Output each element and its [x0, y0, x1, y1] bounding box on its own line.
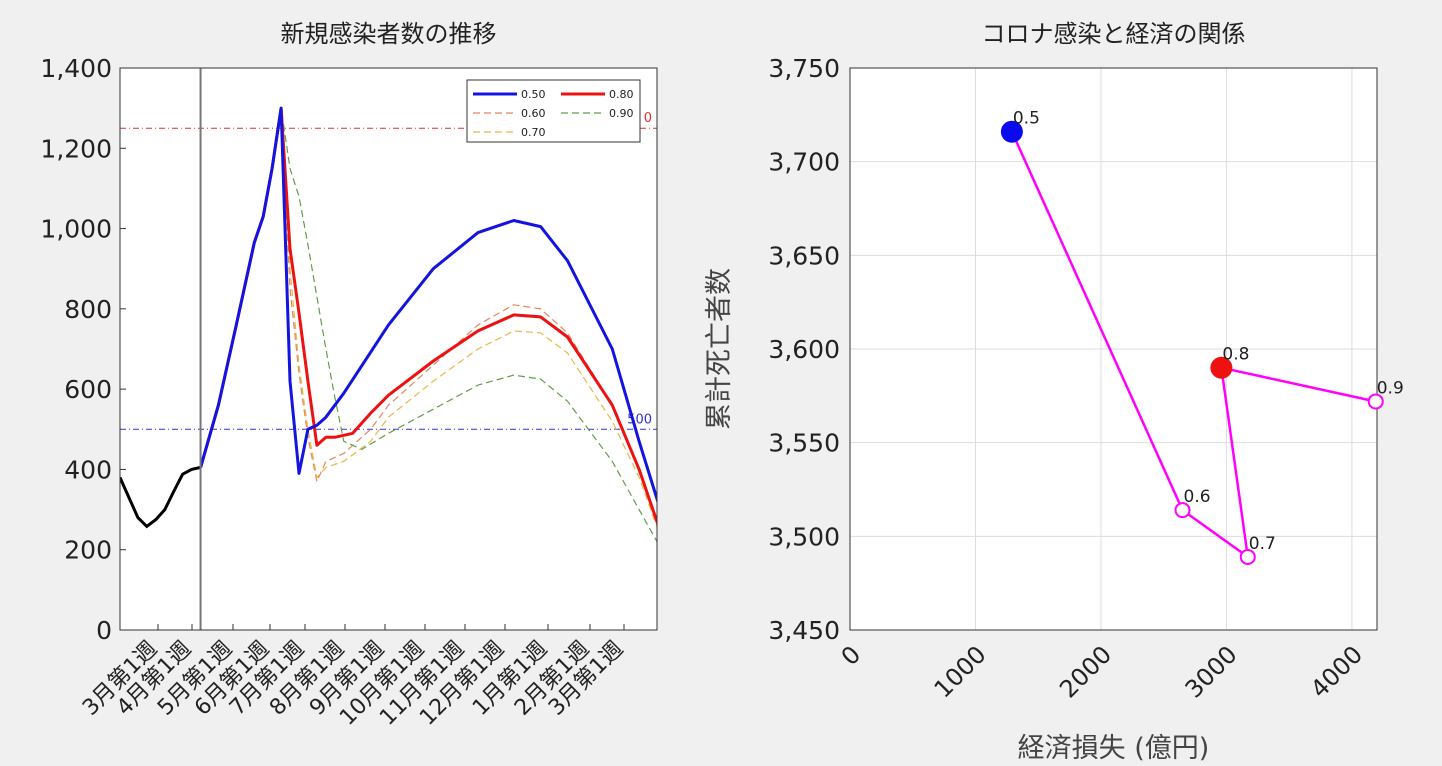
y-tick-label: 3,650: [768, 241, 840, 270]
y-tick-label: 400: [64, 455, 112, 484]
y-tick-label: 3,500: [768, 522, 840, 551]
point-marker-0.9: [1367, 393, 1384, 410]
plot-area: [120, 68, 657, 630]
x-tick-label: 3000: [1180, 640, 1243, 703]
x-axis-label: 経済損失 (億円): [1018, 733, 1210, 764]
point-label: 0.9: [1377, 378, 1404, 398]
point-label: 0.8: [1222, 345, 1249, 365]
x-tick-label: 0: [836, 640, 867, 671]
point-label: 0.5: [1013, 109, 1040, 129]
y-tick-label: 1,000: [40, 215, 112, 244]
y-tick-label: 3,450: [768, 616, 840, 645]
y-tick-label: 3,550: [768, 429, 840, 458]
x-tick-label: 2000: [1054, 640, 1117, 703]
point-marker-0.8: [1210, 356, 1233, 379]
chart-title: 新規感染者数の推移: [281, 20, 497, 48]
legend-label: 0.70: [521, 126, 546, 139]
y-tick-label: 1,200: [40, 134, 112, 163]
point-label: 0.6: [1184, 487, 1211, 507]
y-tick-label: 3,700: [768, 148, 840, 177]
y-tick-label: 200: [64, 536, 112, 565]
y-tick-label: 0: [96, 616, 112, 645]
y-tick-label: 1,400: [40, 54, 112, 83]
series-line-0.70: [200, 107, 657, 529]
reference-line-label: 0: [644, 111, 652, 126]
legend: 0.50 0.80 0.60 0.90 0.70: [466, 79, 641, 143]
axes-box: [849, 67, 1378, 631]
y-tick-label: 600: [64, 375, 112, 404]
x-tick-label: 4000: [1305, 640, 1368, 703]
infection-trend-chart: 新規感染者数の推移02004006008001,0001,2001,4003月第…: [40, 20, 658, 731]
legend-label: 0.90: [609, 107, 634, 120]
point-marker-0.6: [1174, 502, 1191, 519]
legend-label: 0.80: [609, 88, 634, 101]
y-tick-label: 3,750: [768, 54, 840, 83]
y-tick-label: 3,600: [768, 335, 840, 364]
chart-title: コロナ感染と経済の関係: [982, 20, 1246, 48]
series-group: [120, 106, 657, 543]
observed-line: [120, 465, 201, 529]
economy-relation-chart: コロナ感染と経済の関係 3,450 3,500 3,550 3,600 3,650 3,70…: [704, 20, 1404, 764]
axes-box: [119, 67, 658, 631]
y-tick-label: 800: [64, 295, 112, 324]
point-label: 0.7: [1249, 534, 1276, 554]
point-marker-0.7: [1239, 548, 1256, 565]
series-line-0.50: [199, 106, 657, 504]
legend-label: 0.50: [521, 88, 546, 101]
y-axis-label: 累計死亡者数: [704, 268, 735, 430]
x-tick-label: 1000: [929, 640, 992, 703]
legend-label: 0.60: [521, 107, 546, 120]
point-marker-0.5: [1000, 120, 1023, 143]
